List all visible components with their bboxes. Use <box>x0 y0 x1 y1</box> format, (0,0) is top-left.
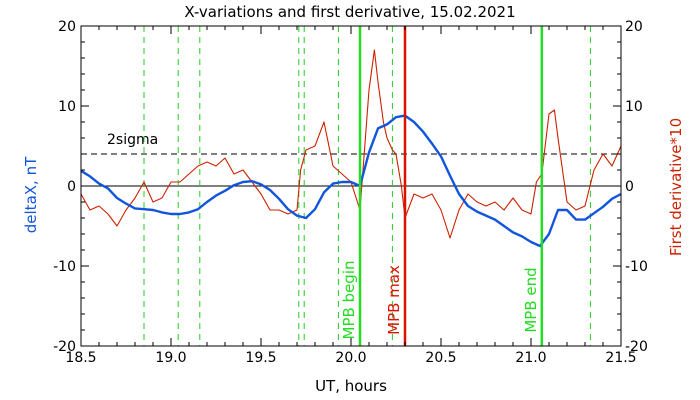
x-tick-label-1: 19.0 <box>155 350 186 366</box>
y-right-tick-label-2: 0 <box>625 179 634 195</box>
threshold-label: 2sigma <box>107 132 158 148</box>
mpb-begin-label: MPB begin <box>340 261 358 340</box>
y-right-tick-label-0: 20 <box>625 19 643 35</box>
chart-title: X-variations and first derivative, 15.02… <box>184 3 515 21</box>
y-right-tick-label-4: -20 <box>625 339 648 355</box>
x-tick-label-6: 21.5 <box>605 350 636 366</box>
x-tick-label-2: 19.5 <box>245 350 276 366</box>
x-tick-label-5: 21.0 <box>515 350 546 366</box>
x-axis-label: UT, hours <box>315 377 387 395</box>
x-tick-label-0: 18.5 <box>65 350 96 366</box>
y-right-tick-label-1: 10 <box>625 99 643 115</box>
deltax-series-line <box>80 114 622 248</box>
y-left-tick-label-3: -10 <box>53 259 76 275</box>
x-tick-label-3: 20.0 <box>335 350 366 366</box>
y-axis-left-label: deltaX, nT <box>22 156 40 233</box>
y-left-tick-label-0: 20 <box>58 19 76 35</box>
mpb-end-label: MPB end <box>522 267 540 332</box>
y-left-tick-label-1: 10 <box>58 99 76 115</box>
y-left-tick-label-4: -20 <box>53 339 76 355</box>
y-axis-right-label: First derivative*10 <box>667 118 685 256</box>
mpb-max-label: MPB max <box>385 265 403 335</box>
x-tick-label-4: 20.5 <box>425 350 456 366</box>
y-right-tick-label-3: -10 <box>625 259 648 275</box>
y-left-tick-label-2: 0 <box>67 179 76 195</box>
plot-area: 2sigma MPB begin MPB max MPB end 18.5 19.0 19.… <box>53 19 648 366</box>
derivative-series-line <box>80 49 622 239</box>
